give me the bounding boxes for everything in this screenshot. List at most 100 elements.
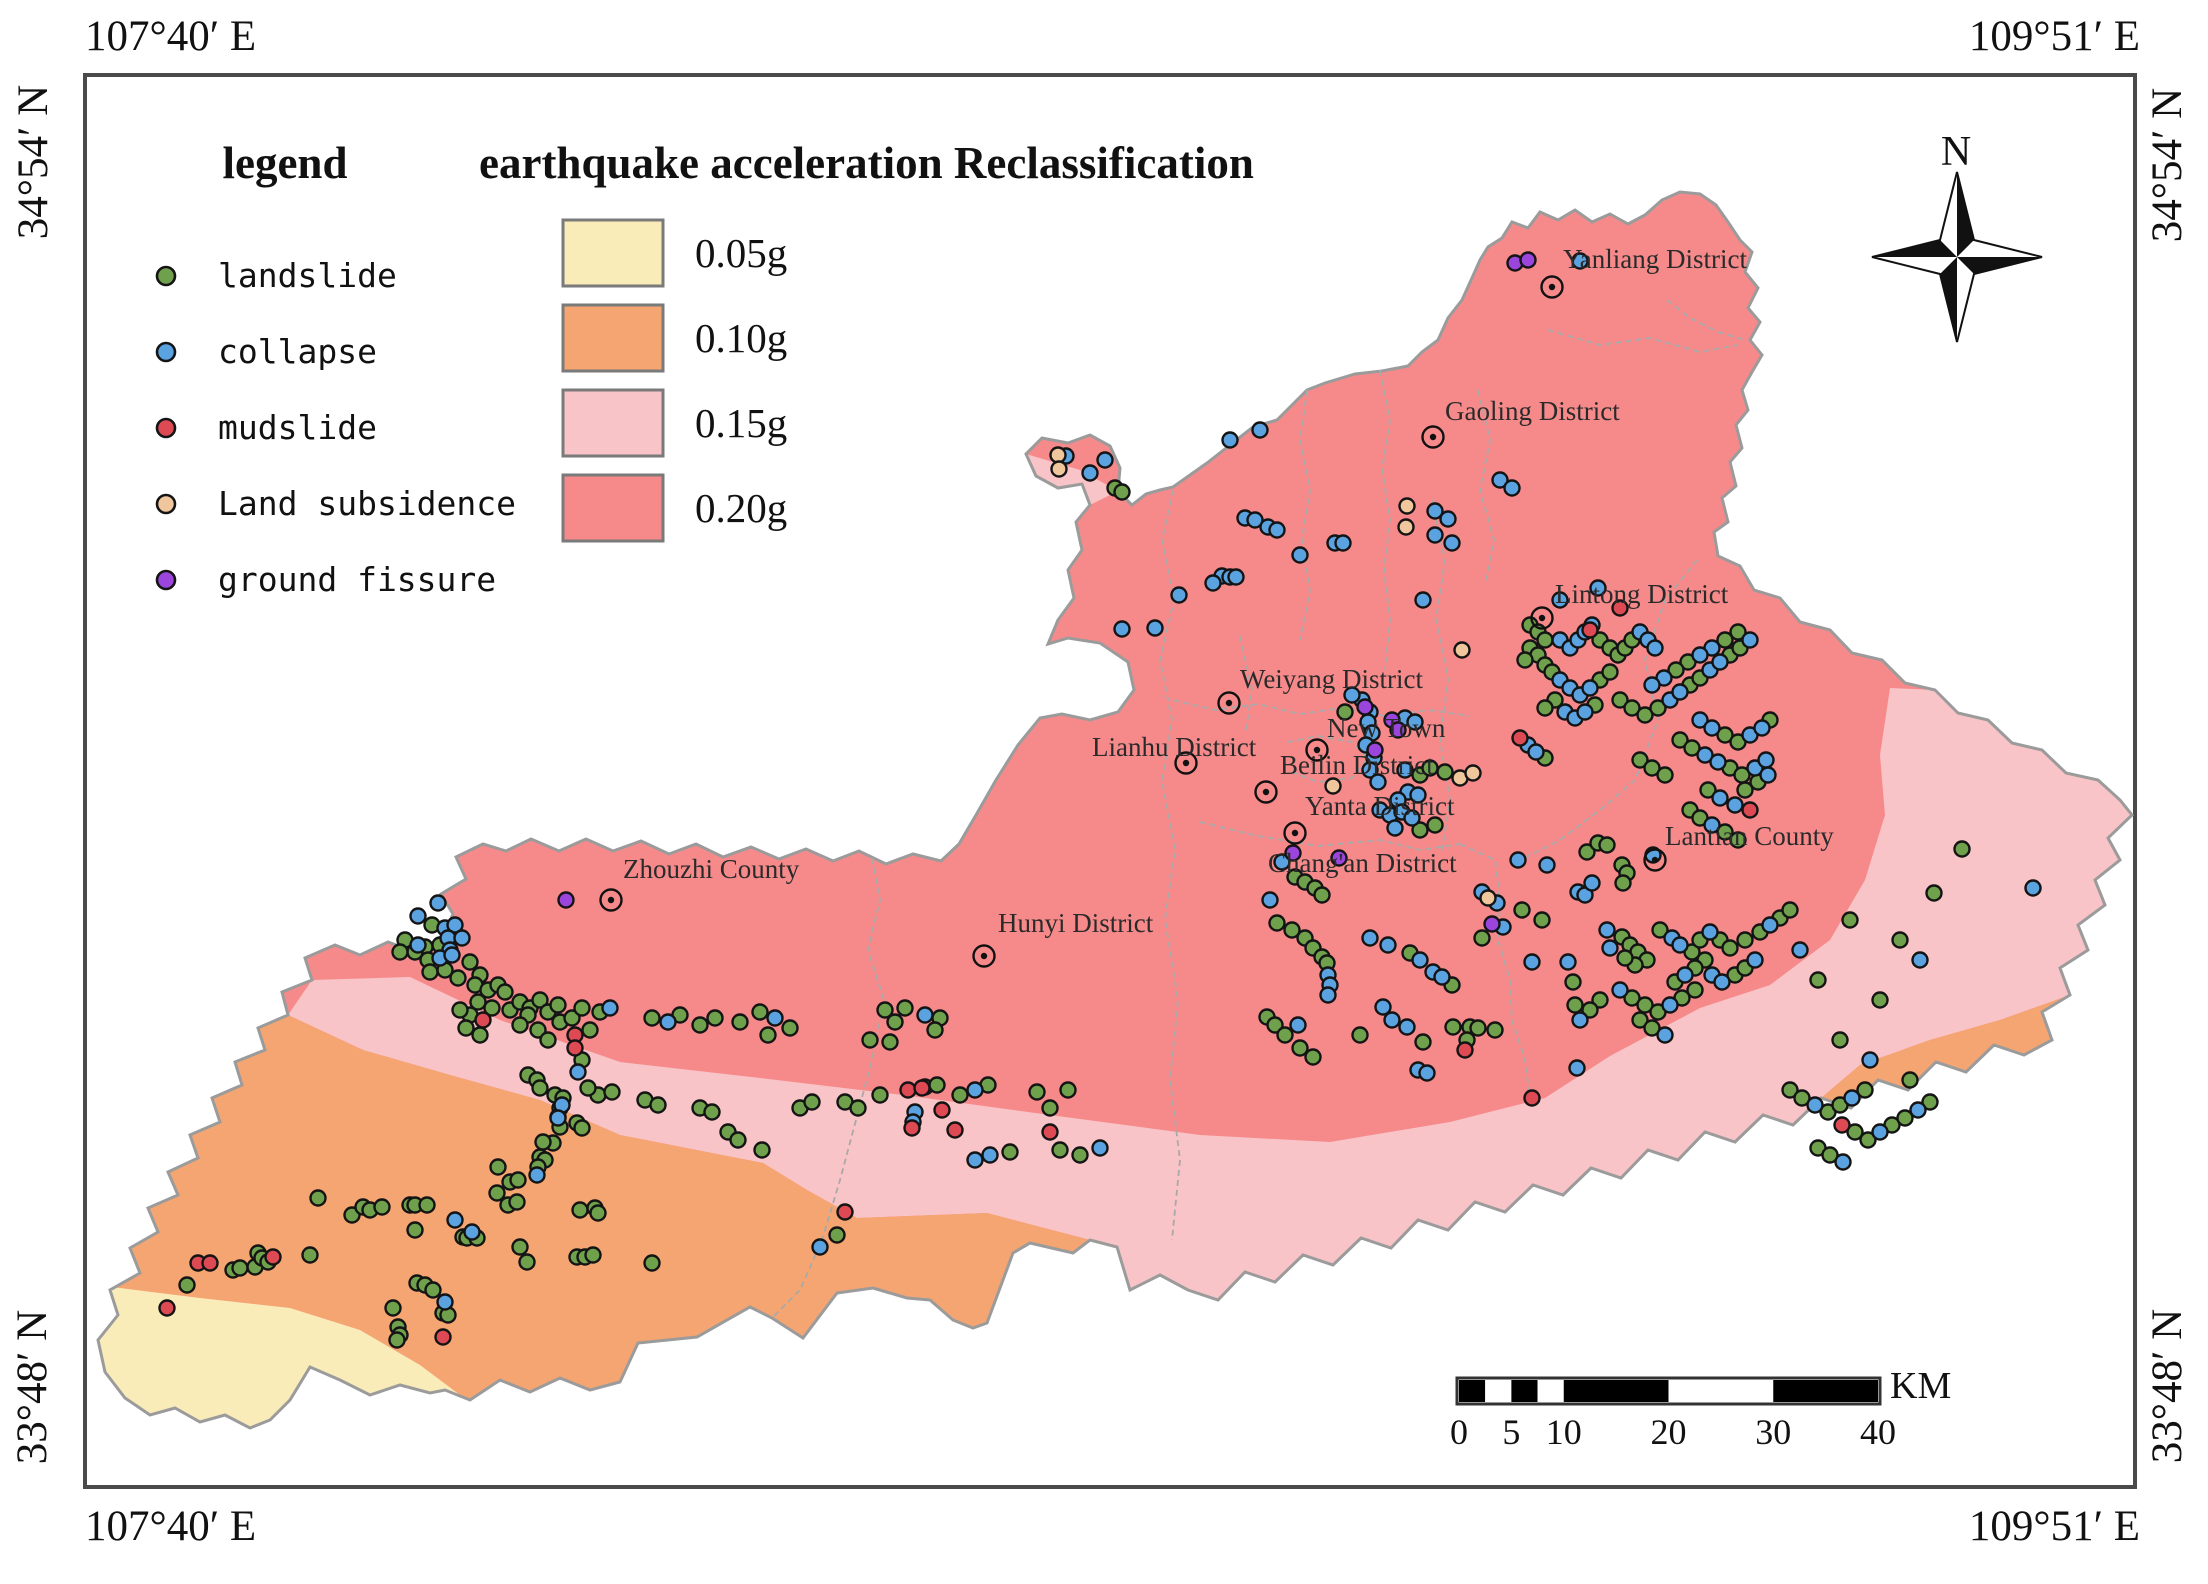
mudslide-point: [474, 1011, 492, 1029]
legend-item-label: ground fissure: [218, 560, 496, 599]
landslide-point: [803, 1093, 821, 1111]
district-seat-dot: [607, 896, 615, 904]
landslide-point: [178, 1276, 196, 1294]
landslide-point: [1291, 1039, 1309, 1057]
collapse-point: [1691, 646, 1709, 664]
landslide-point: [603, 1083, 621, 1101]
landslide-point: [1564, 973, 1582, 991]
landslide-point: [1686, 981, 1704, 999]
mudslide-point: [1581, 621, 1599, 639]
class-label: 0.10g: [695, 315, 787, 361]
landslide-point: [471, 1026, 489, 1044]
landslide-point: [861, 1031, 879, 1049]
collapse-point: [1439, 510, 1457, 528]
land_subsidence-point: [1050, 460, 1068, 478]
landslide-point: [563, 1009, 581, 1027]
legend-item-label: Land subsidence: [218, 484, 516, 523]
landslide-point: [579, 1079, 597, 1097]
district-boundary: [1239, 635, 1253, 731]
collapse-point: [601, 999, 619, 1017]
landslide-point: [1283, 921, 1301, 939]
mudslide-point: [434, 1328, 452, 1346]
collapse-point: [1374, 998, 1392, 1016]
district-label: Zhouzhi County: [623, 854, 800, 884]
mudslide-point: [913, 1079, 931, 1097]
landslide-point: [1616, 949, 1634, 967]
ground_fissure-point: [1389, 721, 1407, 739]
landslide-point: [309, 1189, 327, 1207]
collapse-point: [1843, 1089, 1861, 1107]
district-boundary: [1459, 843, 1531, 1101]
district-label: Beilin District: [1280, 750, 1434, 780]
land_subsidence-point: [1453, 641, 1471, 659]
landslide-point: [1841, 911, 1859, 929]
collapse-point: [549, 1109, 567, 1127]
collapse-point: [916, 1006, 934, 1024]
landslide-point: [1623, 699, 1641, 717]
legend-item-label: landslide: [218, 256, 397, 295]
coord-right-bottom: 33°48′ N: [2144, 1309, 2191, 1463]
landslide-point: [457, 1019, 475, 1037]
district-boundary: [1299, 389, 1311, 641]
landslide-point: [649, 1096, 667, 1114]
class-label: 0.15g: [695, 400, 787, 446]
acceleration-classes: 0.05g 0.10g 0.15g 0.20g: [561, 218, 787, 543]
coord-bottom-left: 107°40′ E: [85, 1503, 256, 1550]
scale-bar-segment: [1563, 1380, 1669, 1402]
landslide-point: [1414, 1033, 1432, 1051]
landslide-point: [1266, 1016, 1284, 1034]
landslide-point: [373, 1198, 391, 1216]
landslide-point: [534, 1133, 552, 1151]
collapse-point: [1396, 761, 1414, 779]
landslide-point: [1667, 661, 1685, 679]
collapse-point: [1571, 252, 1589, 270]
landslide-point: [1896, 1109, 1914, 1127]
landslide-point: [1729, 623, 1747, 641]
mudslide-point: [836, 1203, 854, 1221]
landslide-point: [1721, 939, 1739, 957]
landslide-point: [1444, 1018, 1462, 1036]
north-arrow-label: N: [1941, 129, 1971, 175]
landslide-point: [1304, 1048, 1322, 1066]
collapse-point: [1361, 761, 1379, 779]
landslide-point: [729, 1131, 747, 1149]
landslide-point: [1859, 1131, 1877, 1149]
district-label: Gaoling District: [1445, 396, 1620, 426]
scale-bar-unit: KM: [1890, 1365, 1951, 1407]
collapse-point: [528, 1166, 546, 1184]
collapse-point: [1568, 1059, 1586, 1077]
district-labels: Yanliang District Gaoling District Lintong…: [623, 244, 1834, 938]
district-boundary: [1547, 329, 1739, 353]
landslide-point: [1516, 651, 1534, 669]
class-label: 0.20g: [695, 485, 787, 531]
landslide-point: [643, 1009, 661, 1027]
district-seat-dot: [1313, 746, 1321, 754]
collapse-point: [1386, 819, 1404, 837]
collapse-point: [1711, 789, 1729, 807]
mudslide-point: [264, 1248, 282, 1266]
legend-title: legend: [222, 138, 347, 188]
collapse-point: [1398, 1018, 1416, 1036]
collapse-point: [1741, 631, 1759, 649]
class-swatch: [561, 218, 665, 288]
landslide-point: [928, 1076, 946, 1094]
collapse-point: [1411, 951, 1429, 969]
district-seat-icon: [1643, 848, 1667, 872]
collapse-point: [1757, 751, 1775, 769]
collapse-point: [1170, 586, 1188, 604]
landslide-point: [451, 1001, 469, 1019]
district-seat-icon: [972, 944, 996, 968]
legend: legend landslide collapse mudslide Land sub…: [155, 138, 516, 599]
collapse-point: [1246, 511, 1264, 529]
collapse-point: [1589, 579, 1607, 597]
landslide-point: [1729, 831, 1747, 849]
landslide-point: [1636, 996, 1654, 1014]
landslide-point: [1028, 1083, 1046, 1101]
landslide-point: [871, 1086, 889, 1104]
district-label: Weiyang District: [1240, 664, 1424, 694]
landslide-point: [1268, 914, 1286, 932]
collapse-point: [1753, 719, 1771, 737]
ground_fissure-point: [1284, 844, 1302, 862]
land_subsidence-point: [1397, 518, 1415, 536]
